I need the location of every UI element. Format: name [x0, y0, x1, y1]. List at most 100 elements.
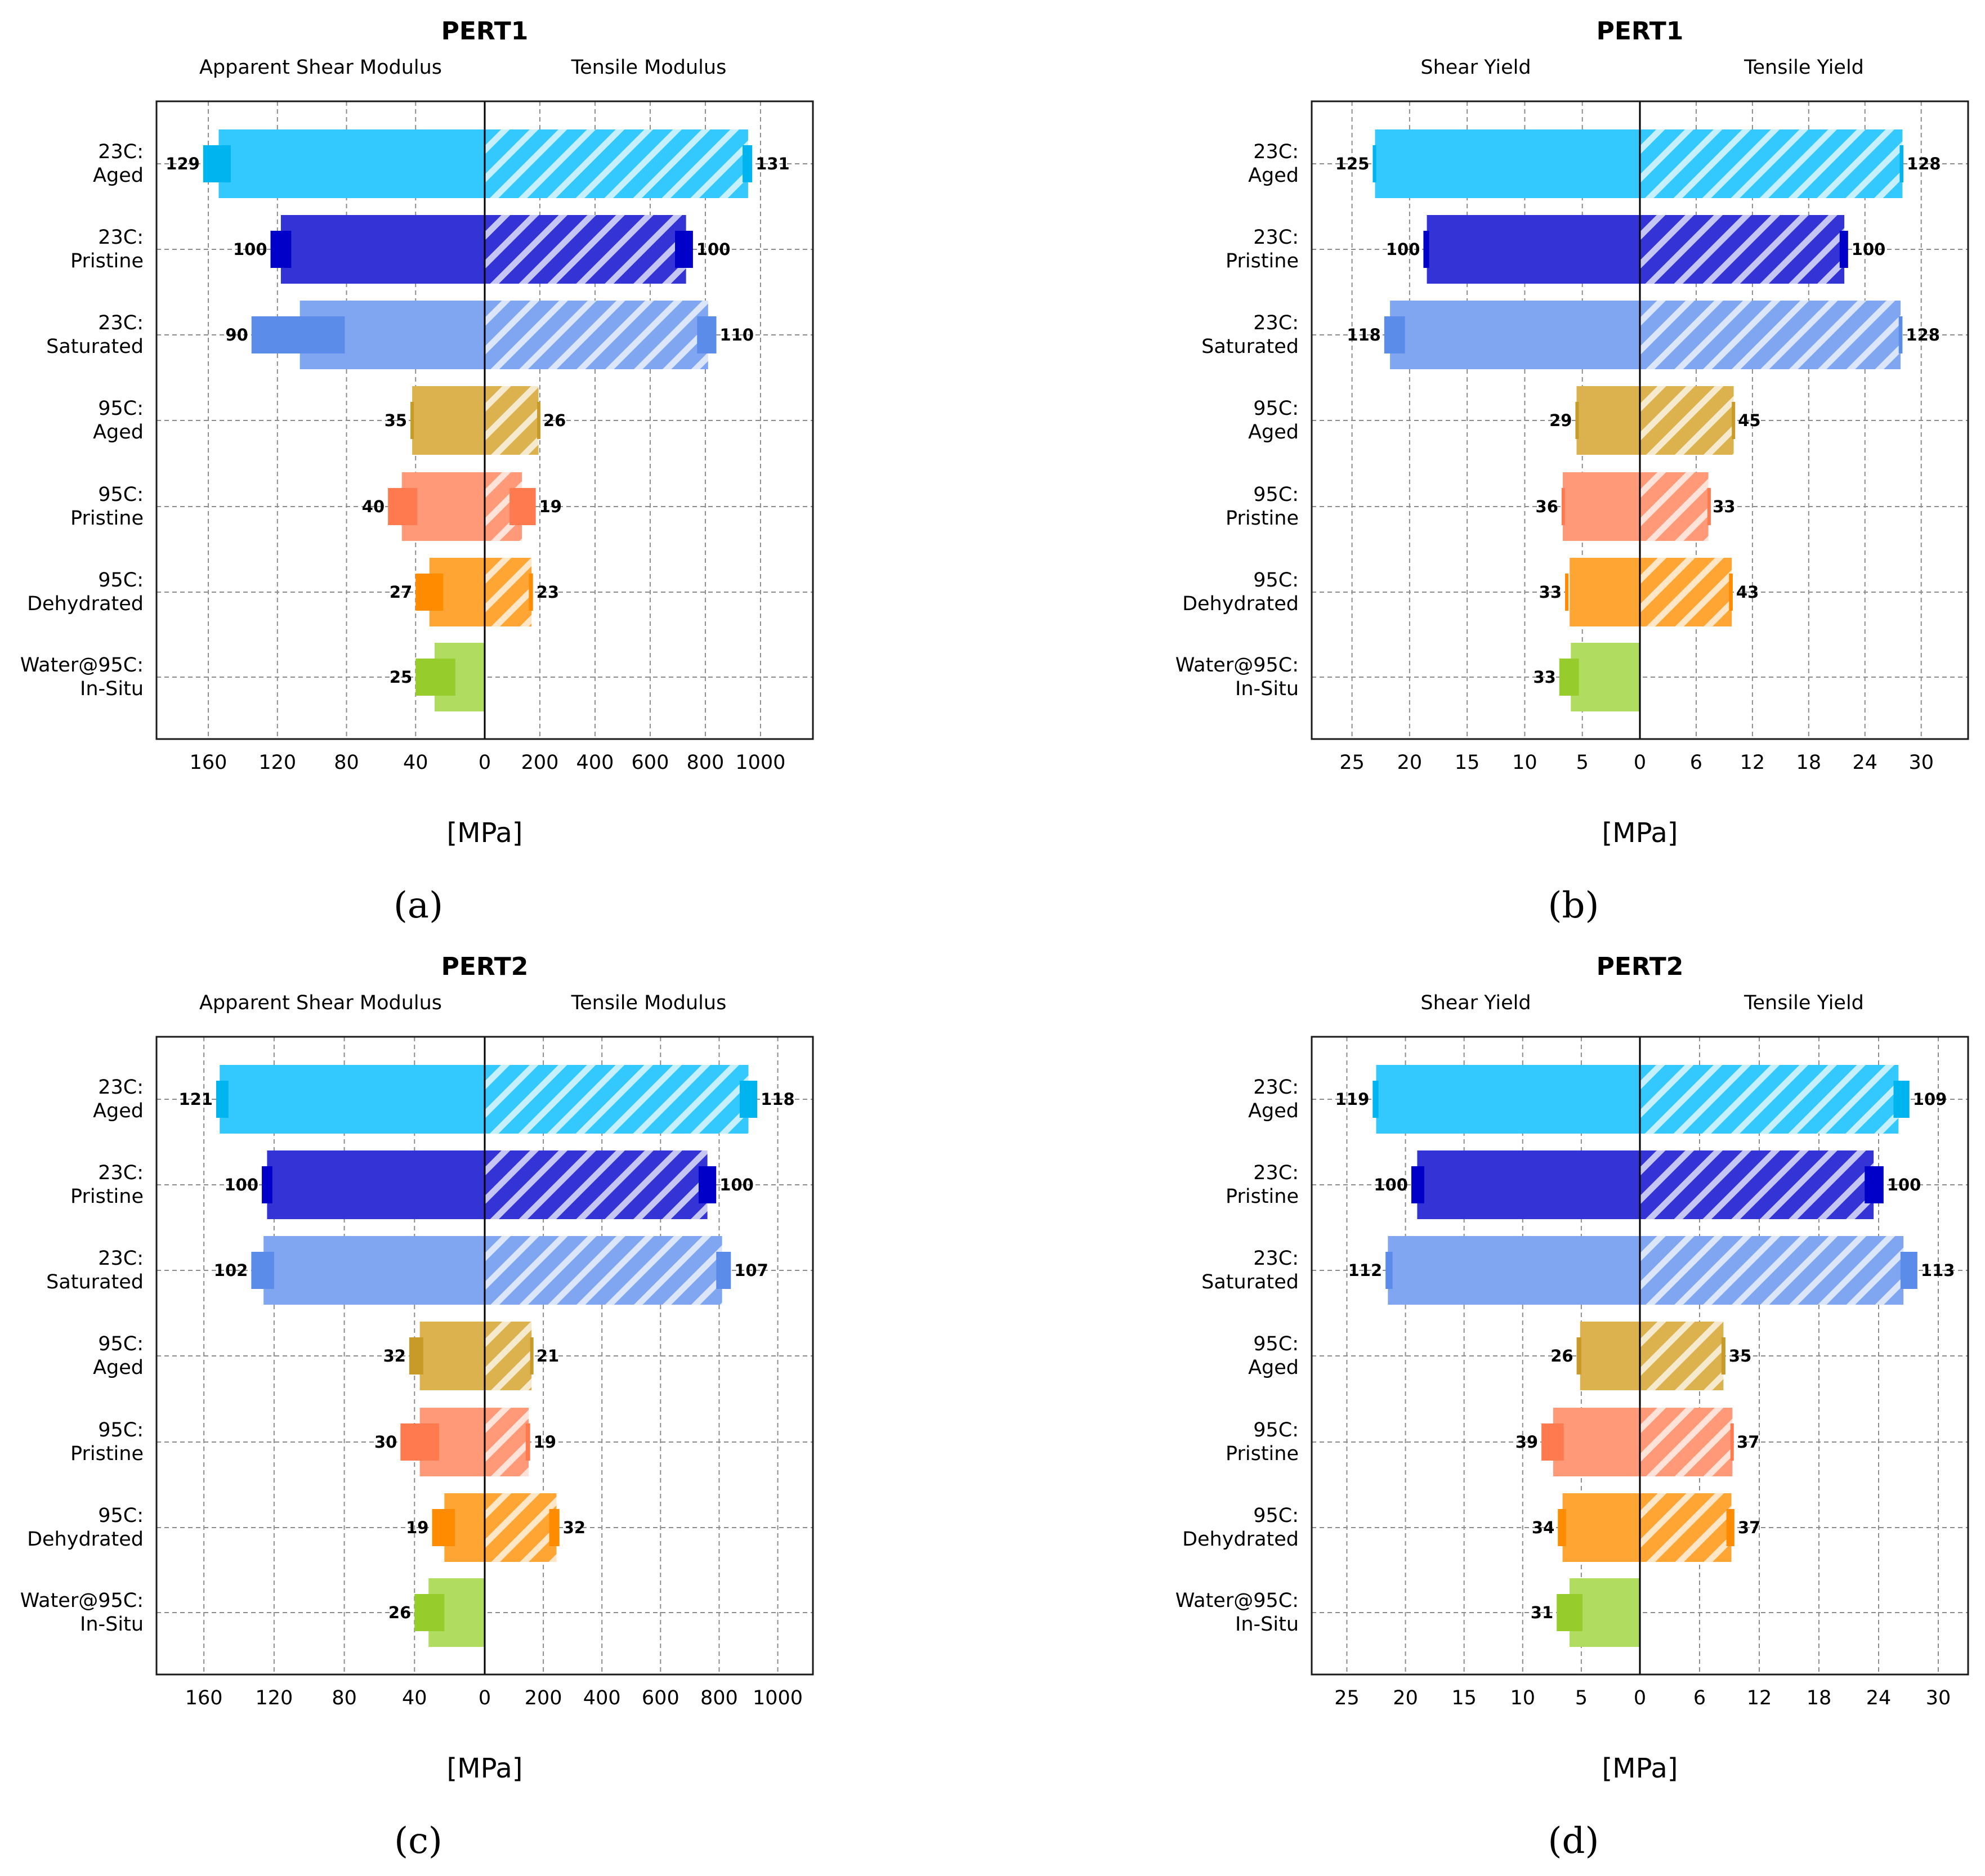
x-tick-label: 160	[185, 1687, 223, 1709]
data-label-right: 107	[734, 1261, 768, 1280]
data-label-left: 100	[1386, 240, 1420, 259]
bar-left	[280, 215, 485, 284]
error-band-right	[537, 402, 541, 439]
plot-frame	[1311, 100, 1969, 740]
x-tick-label: 200	[525, 1687, 562, 1709]
panel-title: PERT1	[1597, 17, 1684, 46]
bar-left	[218, 129, 485, 198]
data-label-left: 32	[383, 1346, 406, 1365]
bar-left	[412, 386, 485, 455]
category-label: 23C: Saturated	[46, 1247, 144, 1293]
x-tick-label: 40	[402, 1687, 427, 1709]
x-tick-label: 18	[1796, 751, 1822, 774]
data-label-left: 27	[390, 583, 412, 602]
x-tick-label: 1000	[753, 1687, 803, 1709]
data-label-left: 90	[225, 325, 248, 344]
error-band-right	[1865, 1166, 1884, 1203]
category-label: 23C: Saturated	[1201, 312, 1299, 358]
error-band-right	[1707, 488, 1711, 525]
error-band-right	[743, 145, 753, 182]
data-label-left: 25	[390, 668, 412, 687]
data-label-right: 100	[719, 1175, 754, 1194]
data-label-left: 31	[1531, 1603, 1553, 1622]
data-label-right: 100	[1887, 1175, 1921, 1194]
x-tick-label: 0	[1634, 1687, 1646, 1709]
error-band-right	[509, 488, 536, 525]
category-label: Water@95C: In-Situ	[20, 654, 144, 700]
error-band-right	[1899, 145, 1904, 182]
plot-frame	[155, 1036, 814, 1676]
right-heading: Tensile Modulus	[571, 56, 727, 79]
category-label: 95C: Aged	[1248, 397, 1299, 444]
error-band-left	[414, 1594, 445, 1631]
bar-right	[1640, 558, 1732, 626]
x-tick-label: 0	[479, 1687, 491, 1709]
error-band-left	[1411, 1166, 1424, 1203]
left-heading: Shear Yield	[1420, 56, 1531, 79]
panel-a: PERT1 Apparent Shear Modulus Tensile Modul…	[20, 17, 814, 926]
bar-left	[1562, 1493, 1640, 1562]
bar-right	[485, 1408, 529, 1476]
bar-left	[1375, 129, 1640, 198]
bar-right	[485, 1493, 557, 1562]
plot-frame	[155, 100, 814, 740]
error-band-right	[1839, 231, 1848, 268]
data-label-right: 37	[1737, 1432, 1759, 1452]
category-label: 95C: Pristine	[1226, 1419, 1299, 1465]
bar-left	[1427, 215, 1640, 284]
data-label-right: 113	[1921, 1261, 1955, 1280]
bar-left	[1571, 643, 1640, 711]
error-band-left	[1559, 659, 1579, 696]
x-tick-label: 5	[1576, 751, 1589, 774]
bar-right	[485, 301, 708, 369]
x-tick-label: 24	[1852, 751, 1877, 774]
error-band-right	[1900, 1252, 1917, 1289]
error-band-left	[270, 231, 292, 268]
data-label-right: 100	[696, 240, 731, 259]
x-tick-label: 800	[700, 1687, 738, 1709]
x-tick-label: 25	[1339, 751, 1365, 774]
x-axis-label: [MPa]	[1602, 817, 1678, 849]
error-band-right	[1893, 1081, 1910, 1118]
data-label-left: 100	[1374, 1175, 1408, 1194]
error-band-left	[251, 1252, 274, 1289]
bar-right	[485, 1236, 722, 1305]
bar-right	[1640, 386, 1734, 455]
data-label-right: 128	[1906, 325, 1940, 344]
category-label: 95C: Dehydrated	[1182, 569, 1299, 615]
error-band-right	[529, 574, 533, 611]
bar-left	[419, 1322, 485, 1390]
x-tick-label: 400	[576, 751, 614, 774]
data-label-right: 37	[1738, 1518, 1760, 1537]
data-label-right: 19	[534, 1432, 556, 1452]
right-heading: Tensile Yield	[1743, 56, 1864, 79]
category-label: 23C: Aged	[1248, 1076, 1299, 1122]
bar-left	[1570, 558, 1640, 626]
error-band-right	[1721, 1337, 1725, 1374]
x-tick-label: 10	[1512, 751, 1537, 774]
data-label-right: 21	[537, 1346, 559, 1365]
data-label-left: 100	[233, 240, 267, 259]
x-tick-label: 80	[334, 751, 359, 774]
x-tick-label: 24	[1866, 1687, 1892, 1709]
panel-title: PERT2	[441, 952, 529, 981]
x-tick-label: 10	[1510, 1687, 1536, 1709]
x-tick-label: 30	[1926, 1687, 1951, 1709]
category-label: 23C: Aged	[93, 141, 144, 187]
data-label-right: 35	[1729, 1346, 1751, 1365]
bar-left	[1562, 472, 1640, 541]
error-band-right	[525, 1423, 530, 1461]
x-tick-label: 25	[1334, 1687, 1360, 1709]
data-label-right: 45	[1738, 411, 1760, 430]
data-label-left: 129	[166, 154, 200, 173]
data-label-left: 26	[388, 1603, 411, 1622]
x-tick-label: 0	[479, 751, 491, 774]
x-tick-label: 0	[1634, 751, 1646, 774]
error-band-left	[415, 574, 444, 611]
x-tick-label: 1000	[735, 751, 785, 774]
data-label-left: 39	[1515, 1432, 1538, 1452]
bar-right	[485, 1150, 708, 1219]
x-tick-label: 800	[687, 751, 725, 774]
x-tick-label: 400	[583, 1687, 621, 1709]
error-band-left	[251, 316, 345, 353]
